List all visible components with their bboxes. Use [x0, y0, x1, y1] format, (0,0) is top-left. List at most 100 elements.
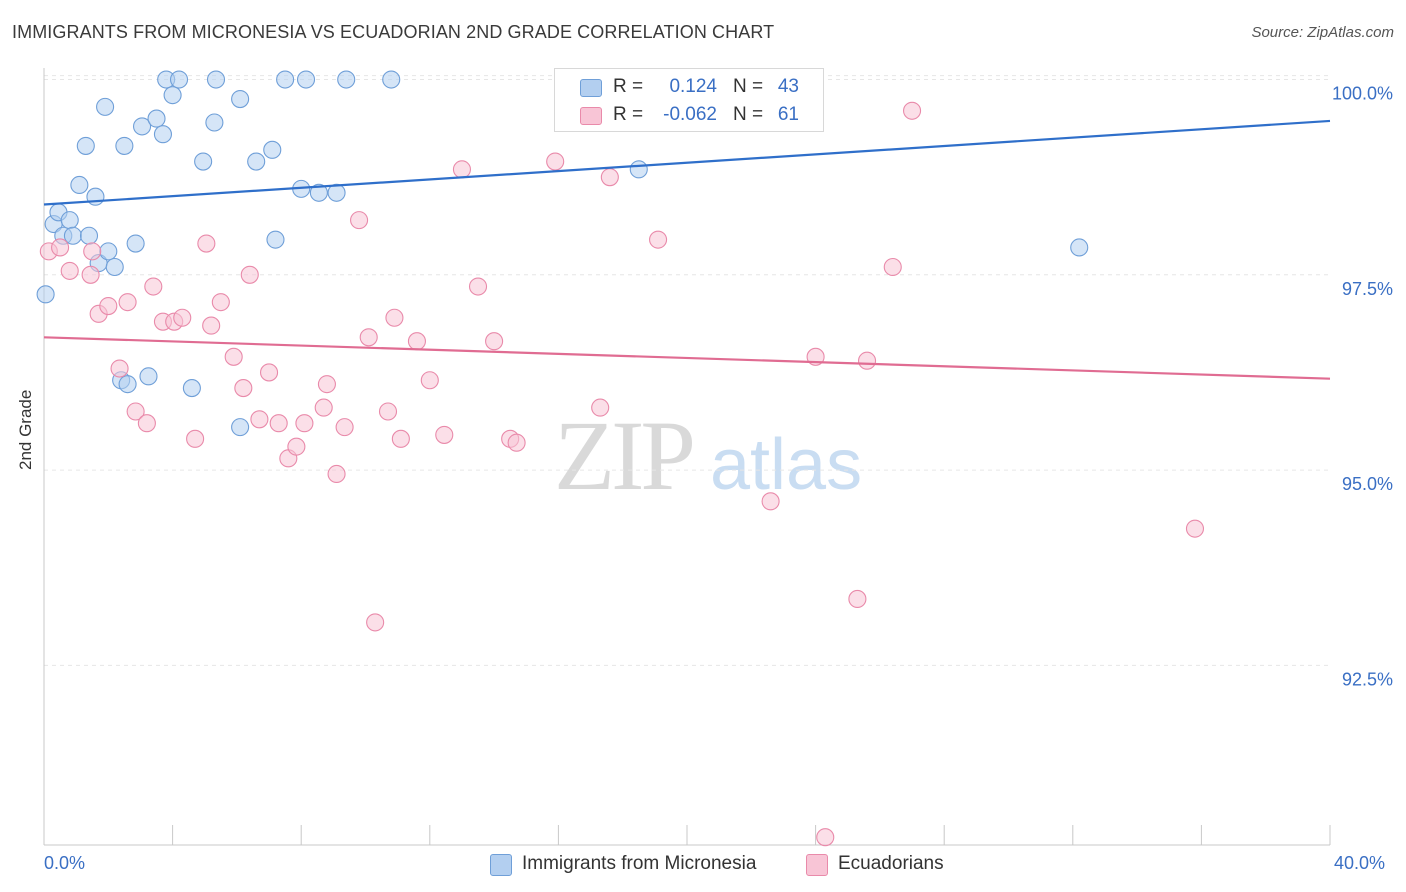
trend-line-ecuadorians [43, 336, 1331, 380]
point-ecuadorian [173, 308, 192, 327]
r-value: -0.062 [663, 104, 717, 125]
point-ecuadorian [1185, 519, 1205, 538]
stats-row-micronesia: R = 0.124 N = 43 [555, 73, 823, 101]
point-ecuadorian [391, 429, 410, 448]
trend-line-micronesia [43, 119, 1331, 206]
point-ecuadorian [110, 359, 129, 378]
point-micronesia [182, 379, 201, 398]
point-micronesia [337, 70, 356, 89]
point-micronesia [99, 242, 118, 261]
point-ecuadorian [359, 328, 378, 347]
legend-label: Ecuadorians [838, 853, 944, 874]
point-ecuadorian [126, 402, 145, 421]
n-label: N = [733, 76, 764, 97]
point-micronesia [382, 70, 401, 89]
point-ecuadorian [197, 234, 216, 253]
point-micronesia [153, 125, 173, 144]
point-ecuadorian [883, 257, 902, 277]
point-micronesia [276, 70, 295, 89]
point-ecuadorian [350, 211, 369, 230]
point-ecuadorian [202, 316, 221, 335]
point-ecuadorian [287, 437, 306, 456]
point-ecuadorian [234, 379, 253, 398]
point-ecuadorian [259, 363, 279, 382]
point-ecuadorian [250, 410, 269, 429]
point-micronesia [266, 230, 285, 249]
point-ecuadorian [420, 371, 439, 390]
watermark-zip: ZIP [554, 400, 696, 511]
point-ecuadorian [407, 332, 426, 351]
n-label: N = [733, 104, 764, 125]
legend-swatch-ecuadorians [806, 854, 828, 876]
point-ecuadorian [327, 464, 346, 484]
point-micronesia [163, 86, 182, 105]
point-ecuadorian [240, 265, 259, 284]
stats-legend: R = 0.124 N = 43 R = -0.062 N = 61 [554, 68, 824, 132]
point-ecuadorian [314, 398, 333, 417]
point-ecuadorian [317, 375, 336, 394]
point-ecuadorian [816, 828, 835, 847]
r-value: 0.124 [669, 76, 717, 97]
source-label: Source: ZipAtlas.com [1251, 24, 1394, 41]
point-micronesia [629, 160, 648, 179]
point-micronesia [194, 152, 213, 171]
point-ecuadorian [144, 277, 163, 296]
point-micronesia [76, 136, 95, 155]
x-tick-label-min: 0.0% [44, 853, 86, 873]
point-micronesia [169, 70, 189, 89]
point-ecuadorian [83, 242, 102, 261]
watermark: ZIP atlas [554, 398, 862, 513]
point-ecuadorian [848, 589, 867, 609]
y-tick-label: 100.0% [1332, 84, 1393, 104]
point-ecuadorian [507, 433, 526, 452]
legend-swatch-micronesia [580, 79, 602, 97]
point-micronesia [36, 285, 55, 304]
n-value: 61 [777, 104, 799, 125]
point-ecuadorian [335, 418, 354, 437]
point-micronesia [296, 70, 316, 89]
point-ecuadorian [81, 265, 100, 284]
n-value: 43 [777, 76, 799, 97]
point-micronesia [96, 97, 115, 116]
r-label: R = [613, 76, 644, 97]
point-micronesia [60, 211, 79, 230]
axes [43, 68, 1331, 846]
point-ecuadorian [761, 492, 780, 511]
legend-swatch-micronesia [490, 854, 512, 876]
point-ecuadorian [99, 296, 118, 316]
x-tick-label-max: 40.0% [1334, 853, 1386, 873]
y-tick-label: 95.0% [1342, 474, 1393, 494]
point-micronesia [147, 109, 166, 128]
stats-row-ecuadorians: R = -0.062 N = 61 [555, 101, 823, 129]
point-ecuadorian [591, 398, 610, 417]
legend-label: Immigrants from Micronesia [522, 853, 757, 874]
y-tick-label: 92.5% [1342, 669, 1393, 689]
point-ecuadorian [600, 168, 619, 187]
point-micronesia [118, 375, 137, 394]
y-tick-label: 97.5% [1342, 279, 1393, 299]
r-label: R = [613, 104, 644, 125]
point-micronesia [79, 226, 99, 245]
point-ecuadorian [60, 261, 79, 280]
point-micronesia [105, 257, 124, 277]
point-ecuadorian [186, 429, 205, 448]
point-micronesia [263, 140, 282, 159]
point-ecuadorian [51, 238, 70, 257]
point-ecuadorian [211, 293, 230, 312]
point-ecuadorian [902, 101, 922, 120]
legend-swatch-ecuadorians [580, 107, 602, 125]
point-micronesia [139, 367, 158, 386]
point-ecuadorian [385, 308, 404, 327]
point-ecuadorian [137, 414, 156, 433]
point-ecuadorian [546, 152, 565, 171]
point-ecuadorian [468, 277, 488, 296]
y-axis-title: 2nd Grade [16, 389, 35, 470]
point-ecuadorian [224, 347, 243, 366]
point-ecuadorian [485, 332, 504, 351]
chart-title: IMMIGRANTS FROM MICRONESIA VS ECUADORIAN… [12, 22, 775, 42]
point-ecuadorian [269, 414, 288, 433]
point-micronesia [126, 234, 145, 253]
point-ecuadorian [366, 613, 385, 632]
point-micronesia [205, 113, 224, 132]
point-micronesia [327, 183, 346, 202]
